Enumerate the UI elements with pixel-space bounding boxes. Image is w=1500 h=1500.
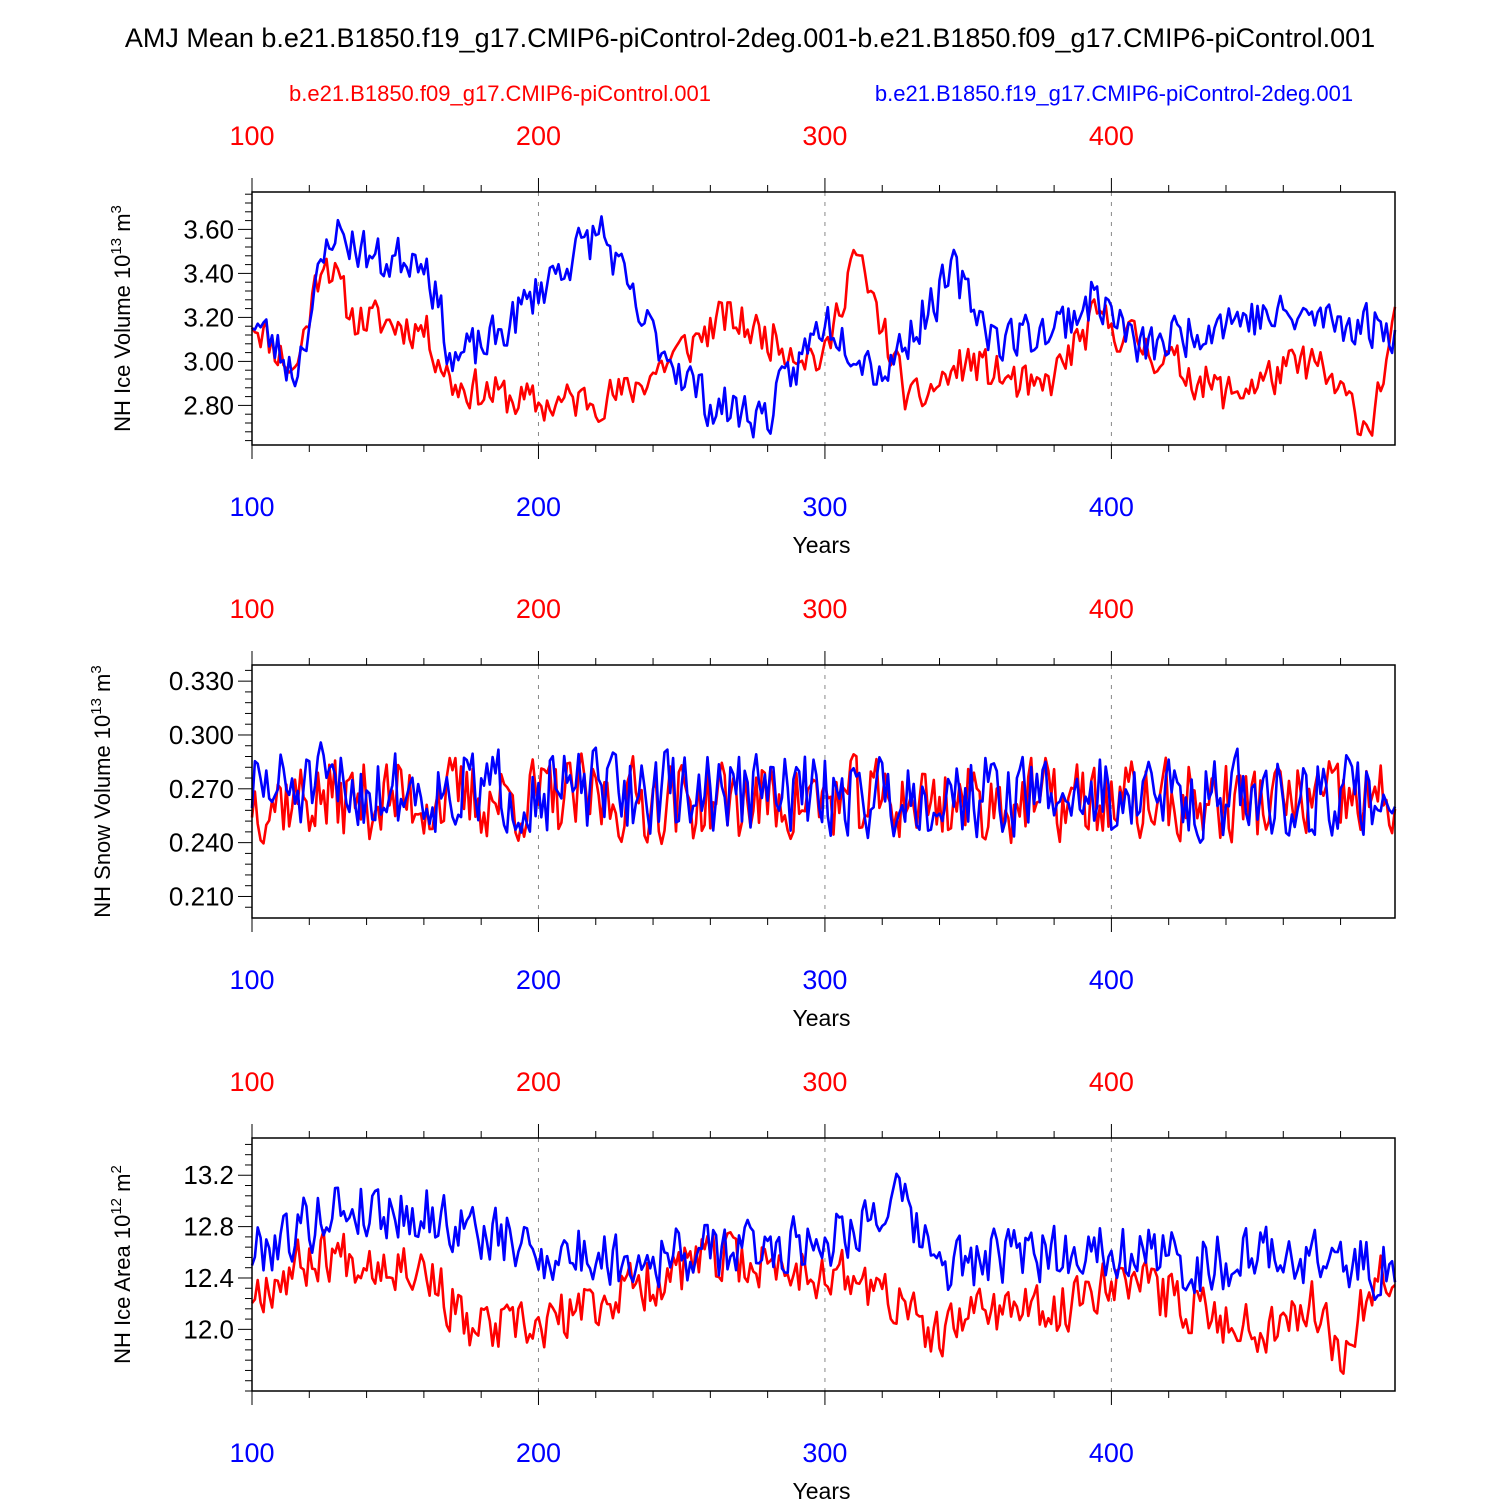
y-tick-label: 0.210 <box>169 881 234 911</box>
x-tick-label-top: 200 <box>516 121 561 151</box>
series-line-red <box>250 1229 1396 1375</box>
x-tick-label-bottom: 200 <box>516 492 561 522</box>
legend-red-label: b.e21.B1850.f09_g17.CMIP6-piControl.001 <box>289 81 711 106</box>
panel-2: 0.210 0.240 0.270 0.300 0.330 100 100 200 200 300… <box>88 594 1397 1031</box>
series-line-red <box>250 248 1397 437</box>
y-tick-label: 0.300 <box>169 720 234 750</box>
y-tick-label: 2.80 <box>183 390 234 420</box>
x-tick-label-top: 300 <box>802 594 847 624</box>
x-tick-label-bottom: 300 <box>802 1438 847 1468</box>
y-tick-label: 0.240 <box>169 828 234 858</box>
y-tick-label: 3.40 <box>183 258 234 288</box>
x-tick-label-bottom: 300 <box>802 492 847 522</box>
x-tick-label-top: 400 <box>1089 594 1134 624</box>
y-tick-label: 3.00 <box>183 346 234 376</box>
y-axis-label: NH Ice Area 1012 m2 <box>108 1165 135 1364</box>
series-line-blue <box>250 741 1397 844</box>
legend-blue-label: b.e21.B1850.f19_g17.CMIP6-piControl-2deg… <box>875 81 1353 106</box>
x-tick-label-top: 100 <box>229 594 274 624</box>
x-tick-label-top: 100 <box>229 1067 274 1097</box>
plot-frame <box>251 664 1396 919</box>
series-line-blue <box>250 1172 1397 1302</box>
y-tick-label: 13.2 <box>183 1160 234 1190</box>
x-tick-label-bottom: 200 <box>516 965 561 995</box>
y-axis-label: NH Snow Volume 1013 m3 <box>88 665 115 917</box>
y-tick-label: 0.270 <box>169 774 234 804</box>
panel-1: 2.80 3.00 3.20 3.40 3.60 100 100 200 200 300 300 40… <box>108 121 1397 558</box>
y-tick-label: 3.60 <box>183 214 234 244</box>
x-axis-label: Years <box>793 1005 851 1031</box>
x-tick-label-bottom: 400 <box>1089 1438 1134 1468</box>
panel-3: 12.0 12.4 12.8 13.2 100 100 200 200 300 300 400 400… <box>108 1067 1397 1500</box>
x-tick-label-bottom: 400 <box>1089 492 1134 522</box>
x-tick-label-bottom: 100 <box>229 965 274 995</box>
series-line-blue <box>251 215 1397 439</box>
x-tick-label-bottom: 100 <box>229 492 274 522</box>
x-axis-label: Years <box>793 532 851 558</box>
y-tick-label: 12.0 <box>183 1314 234 1344</box>
x-tick-label-top: 400 <box>1089 121 1134 151</box>
y-tick-label: 12.4 <box>183 1263 234 1293</box>
x-tick-label-bottom: 200 <box>516 1438 561 1468</box>
y-tick-label: 0.330 <box>169 666 234 696</box>
y-tick-label: 3.20 <box>183 302 234 332</box>
x-tick-label-top: 100 <box>229 121 274 151</box>
x-tick-label-bottom: 400 <box>1089 965 1134 995</box>
x-tick-label-top: 400 <box>1089 1067 1134 1097</box>
plot-frame <box>251 1137 1396 1392</box>
x-axis-label: Years <box>793 1478 851 1500</box>
plot-frame <box>251 191 1396 446</box>
chart-title: AMJ Mean b.e21.B1850.f19_g17.CMIP6-piCon… <box>125 23 1375 53</box>
x-tick-label-top: 200 <box>516 1067 561 1097</box>
x-tick-label-bottom: 100 <box>229 1438 274 1468</box>
y-axis-label: NH Ice Volume 1013 m3 <box>108 205 135 432</box>
y-tick-label: 12.8 <box>183 1212 234 1242</box>
x-tick-label-top: 300 <box>802 121 847 151</box>
x-tick-label-top: 300 <box>802 1067 847 1097</box>
x-tick-label-top: 200 <box>516 594 561 624</box>
x-tick-label-bottom: 300 <box>802 965 847 995</box>
